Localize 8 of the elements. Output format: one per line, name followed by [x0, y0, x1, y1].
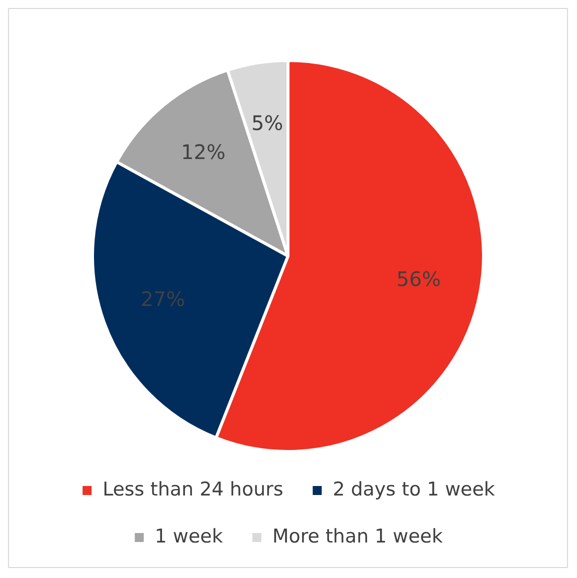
data-label: 12% [181, 140, 226, 164]
legend-label: 2 days to 1 week [332, 478, 495, 500]
legend-label: 1 week [154, 525, 223, 548]
data-label: 56% [396, 267, 441, 292]
legend-label: Less than 24 hours [102, 478, 284, 500]
legend-label: More than 1 week [272, 525, 443, 548]
data-label: 27% [140, 287, 186, 312]
data-label: 5% [251, 110, 284, 135]
